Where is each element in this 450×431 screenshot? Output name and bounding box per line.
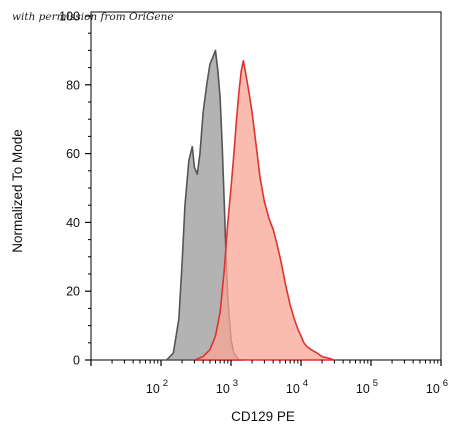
y-tick-label: 20 xyxy=(66,285,80,299)
x-axis: 10 2 10 3 10 4 10 5 10 6 xyxy=(90,360,448,396)
x-axis-title: CD129 PE xyxy=(231,409,295,424)
y-tick-label: 40 xyxy=(66,216,80,230)
histogram-series-2 xyxy=(193,59,336,361)
histogram-series-layer xyxy=(165,49,336,361)
x-tick-label: 10 2 xyxy=(146,378,168,396)
watermark-text: with permission from OriGene xyxy=(12,11,174,23)
x-tick-label: 10 5 xyxy=(356,378,378,396)
y-axis: 0 20 40 60 80 100 xyxy=(59,10,91,368)
y-axis-title: Normalized To Mode xyxy=(10,129,25,253)
y-tick-label: 0 xyxy=(73,354,80,368)
x-tick-label: 10 3 xyxy=(216,378,238,396)
y-tick-label: 60 xyxy=(66,147,80,161)
x-tick-label: 10 4 xyxy=(286,378,308,396)
y-tick-label: 80 xyxy=(66,78,80,92)
x-tick-label: 10 6 xyxy=(426,378,448,396)
y-tick-label: 100 xyxy=(59,10,80,24)
